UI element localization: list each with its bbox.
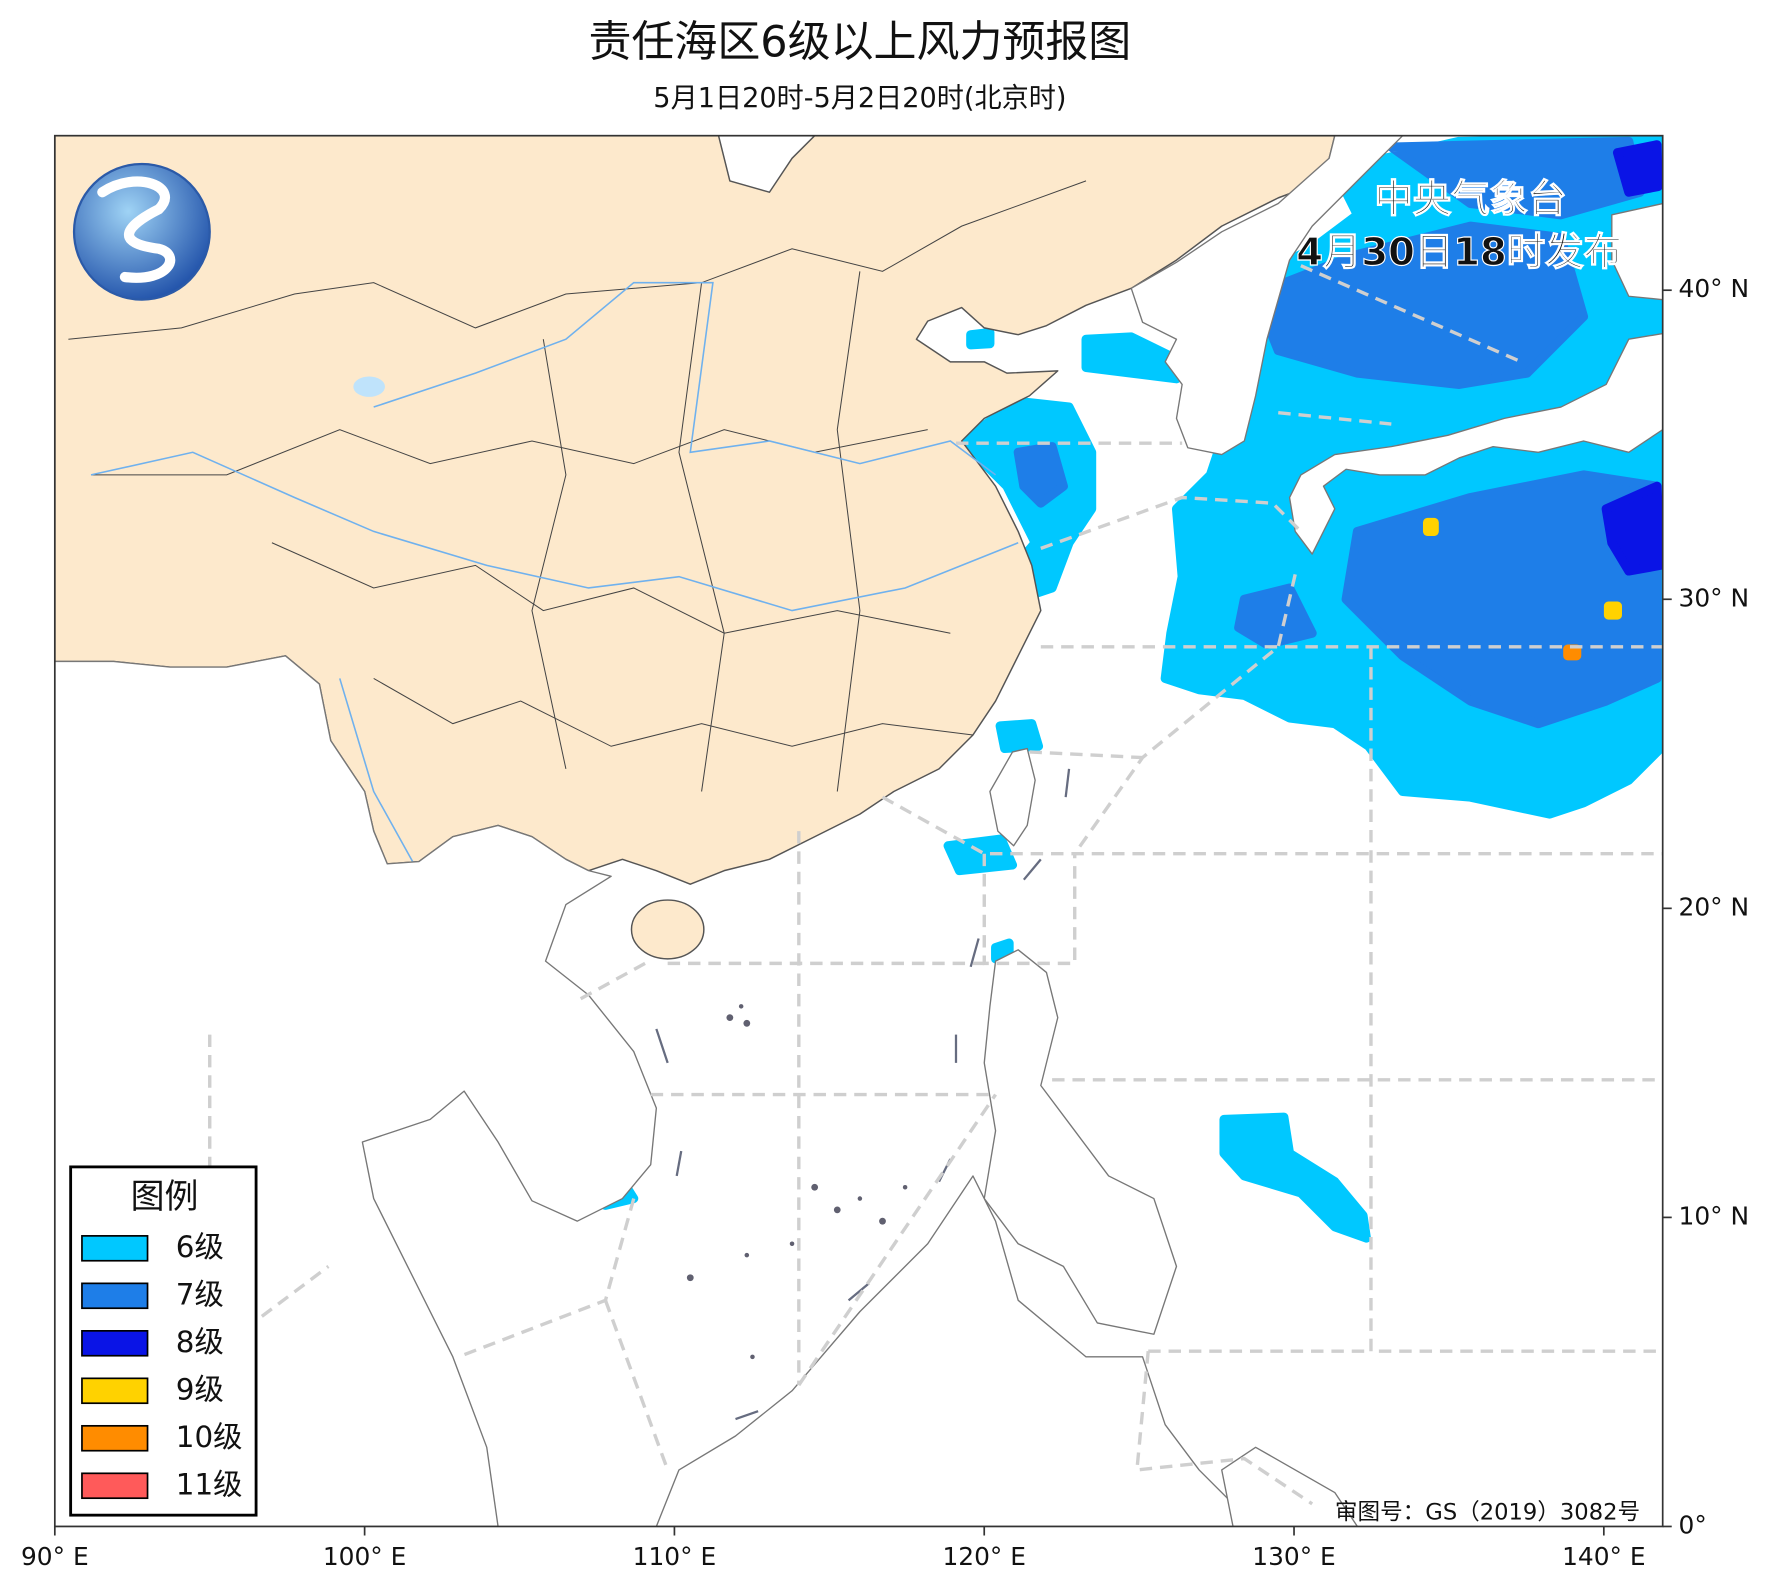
province-borders bbox=[68, 180, 1087, 792]
map-body bbox=[54, 135, 1663, 1527]
legend-label: 9级 bbox=[176, 1372, 224, 1406]
lon-tick-label: 110° E bbox=[633, 1542, 716, 1571]
legend-box bbox=[69, 1165, 258, 1517]
lon-tick-label: 90° E bbox=[21, 1542, 89, 1571]
legend-label: 7级 bbox=[176, 1277, 224, 1311]
issuer: 中央气象台 4月30日18时发布 bbox=[1296, 176, 1623, 275]
legend-label: 10级 bbox=[176, 1420, 243, 1454]
wind-area bbox=[1601, 481, 1663, 576]
legend-swatch bbox=[81, 1377, 149, 1405]
legend-title: 图例 bbox=[131, 1177, 199, 1216]
map-frame bbox=[53, 134, 1664, 1528]
wind-area bbox=[995, 719, 1044, 754]
boundary-dashes bbox=[655, 768, 1071, 1421]
lat-tick-label: 20° N bbox=[1679, 892, 1750, 921]
lake bbox=[353, 376, 385, 397]
lat-tick-label: 40° N bbox=[1679, 274, 1750, 303]
lat-tick-label: 30° N bbox=[1679, 583, 1750, 612]
legend-swatch bbox=[81, 1235, 149, 1262]
subtitle: 5月1日20时-5月2日20时(北京时) bbox=[653, 83, 1066, 114]
legend-swatch bbox=[81, 1472, 149, 1500]
lon-tick-label: 120° E bbox=[942, 1542, 1025, 1571]
wind-area bbox=[1234, 583, 1317, 650]
wind-area bbox=[1612, 140, 1663, 197]
logo bbox=[72, 162, 211, 301]
hainan bbox=[630, 899, 705, 960]
wind-area bbox=[1251, 221, 1589, 389]
lat-tick-label: 0° bbox=[1679, 1510, 1707, 1539]
legend-swatch bbox=[81, 1424, 149, 1452]
sea-area-lines bbox=[208, 264, 1663, 1506]
approval-number: 审图号：GS（2019）3082号 bbox=[1335, 1499, 1640, 1525]
title: 责任海区6级以上风力预报图 bbox=[589, 18, 1132, 68]
wind-area bbox=[1341, 470, 1662, 729]
lon-tick-label: 130° E bbox=[1252, 1542, 1336, 1571]
wind-area bbox=[1563, 644, 1582, 661]
wind-area bbox=[957, 396, 1097, 604]
legend-label: 11级 bbox=[176, 1467, 243, 1501]
wind-area bbox=[943, 834, 1018, 876]
wind-area bbox=[1081, 332, 1187, 384]
axes: 90° E 100° E 110° E 120° E 130° E 140° E 0° 10°… bbox=[21, 274, 1749, 1571]
legend: 图例 6级 7级 8级 9级 10级 11级 bbox=[69, 1165, 258, 1517]
wind-area bbox=[966, 327, 995, 350]
legend-label: 8级 bbox=[176, 1325, 224, 1359]
issuer-agency: 中央气象台 bbox=[1374, 177, 1566, 222]
legend-label: 6级 bbox=[176, 1230, 224, 1264]
lon-tick-label: 100° E bbox=[323, 1542, 407, 1571]
legend-swatch bbox=[81, 1330, 149, 1357]
wind-area bbox=[1422, 517, 1439, 536]
wind-area bbox=[1013, 442, 1068, 508]
wind-area bbox=[1219, 1112, 1371, 1243]
lon-tick-label: 140° E bbox=[1562, 1542, 1646, 1571]
wind-area bbox=[1603, 601, 1622, 620]
lat-tick-label: 10° N bbox=[1679, 1201, 1750, 1230]
issuer-time: 4月30日18时发布 bbox=[1296, 230, 1622, 275]
legend-swatch bbox=[81, 1282, 149, 1310]
islands bbox=[686, 1004, 908, 1360]
wind-area bbox=[1386, 136, 1645, 220]
